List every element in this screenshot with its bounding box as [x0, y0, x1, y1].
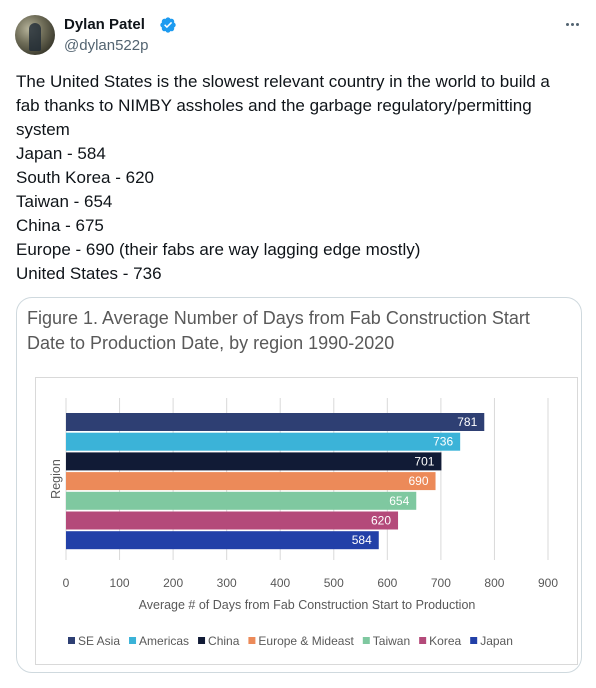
legend-swatch [419, 637, 427, 644]
tweet-line: Japan - 584 [16, 144, 106, 163]
tweet-line: United States - 736 [16, 264, 162, 283]
legend-swatch [198, 637, 206, 644]
media-card[interactable]: Figure 1. Average Number of Days from Fa… [16, 297, 582, 673]
bar-value-label: 781 [457, 415, 477, 429]
legend-swatch [68, 637, 75, 644]
legend-label: SE Asia [78, 634, 120, 648]
avatar[interactable] [15, 15, 55, 55]
bar [66, 413, 485, 431]
legend-label: Korea [429, 634, 461, 648]
legend-swatch [470, 637, 478, 644]
tweet-line: The United States is the slowest relevan… [16, 72, 550, 91]
tweet-line: fab thanks to NIMBY assholes and the gar… [16, 96, 532, 115]
x-tick-label: 100 [110, 576, 130, 590]
author-handle[interactable]: @dylan522p [64, 37, 149, 54]
tweet-line: Taiwan - 654 [16, 192, 113, 211]
tweet-line: Europe - 690 (their fabs are way lagging… [16, 240, 421, 259]
legend-swatch [129, 637, 137, 644]
legend-swatch [362, 637, 370, 644]
legend-swatch [248, 637, 256, 644]
x-tick-label: 600 [377, 576, 397, 590]
x-tick-label: 400 [270, 576, 290, 590]
author-name[interactable]: Dylan Patel [64, 16, 145, 33]
x-tick-label: 200 [163, 576, 183, 590]
figure-title-line: Date to Production Date, by region 1990-… [27, 333, 395, 353]
tweet-line: South Korea - 620 [16, 168, 154, 187]
tweet-text: The United States is the slowest relevan… [16, 70, 581, 286]
bar [66, 452, 442, 471]
legend-label: Japan [480, 634, 513, 648]
x-axis-label: Average # of Days from Fab Construction … [139, 598, 476, 612]
bar-value-label: 654 [389, 494, 409, 508]
bar [66, 432, 461, 451]
bar [66, 472, 436, 491]
tweet-line: system [16, 120, 70, 139]
bar [66, 491, 417, 510]
legend-label: China [208, 634, 240, 648]
x-tick-label: 800 [484, 576, 504, 590]
legend-label: Europe & Mideast [258, 634, 354, 648]
x-tick-label: 900 [538, 576, 558, 590]
x-tick-label: 700 [431, 576, 451, 590]
verified-badge-icon [160, 17, 176, 33]
x-tick-label: 300 [217, 576, 237, 590]
tweet-line: China - 675 [16, 216, 104, 235]
figure-title: Figure 1. Average Number of Days from Fa… [27, 306, 567, 356]
bar-value-label: 584 [352, 533, 372, 547]
bar-value-label: 736 [433, 435, 453, 449]
bar-value-label: 701 [414, 454, 434, 468]
legend-label: Taiwan [373, 634, 410, 648]
bar-value-label: 690 [409, 474, 429, 488]
x-tick-label: 500 [324, 576, 344, 590]
x-tick-label: 0 [63, 576, 70, 590]
figure-title-line: Figure 1. Average Number of Days from Fa… [27, 308, 530, 328]
bar [66, 531, 379, 550]
bar-value-label: 620 [371, 514, 391, 528]
plot-frame [35, 377, 578, 665]
legend-label: Americas [139, 634, 189, 648]
more-options-icon[interactable] [562, 14, 582, 34]
y-axis-label: Region [49, 459, 63, 499]
bar [66, 511, 399, 530]
